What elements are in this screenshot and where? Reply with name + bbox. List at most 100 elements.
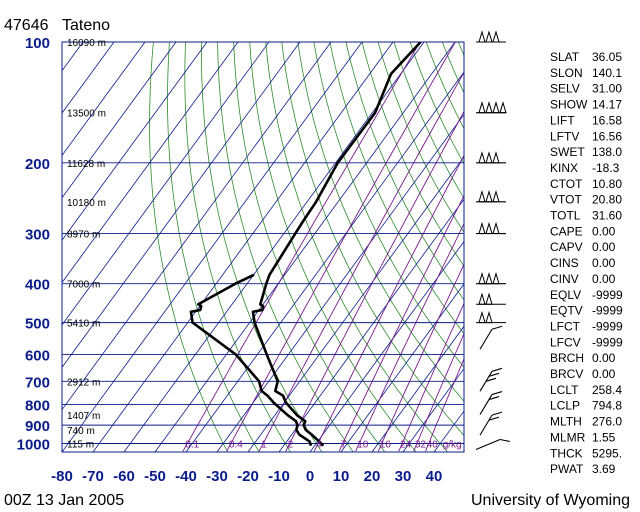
isotherm <box>62 42 332 411</box>
wind-barb <box>476 100 507 114</box>
isotherm <box>0 42 21 452</box>
index-name: EQTV <box>550 304 583 318</box>
isotherm <box>62 42 146 157</box>
wind-barb <box>476 221 506 235</box>
height-label: 10180 m <box>67 198 106 209</box>
index-value: 0.00 <box>592 367 616 381</box>
index-name: EQLV <box>550 288 581 302</box>
pressure-tick-label: 500 <box>25 316 50 333</box>
index-name: CAPV <box>550 240 583 254</box>
isotherm <box>62 42 239 284</box>
dry-adiabat <box>377 42 464 234</box>
temperature-tick-label: -50 <box>144 468 166 485</box>
index-value: 140.1 <box>592 66 622 80</box>
temperature-tick-label: 40 <box>426 468 443 485</box>
isotherms <box>0 42 464 452</box>
wind-barb <box>479 411 503 436</box>
isotherm <box>247 156 464 452</box>
index-value: 258.4 <box>592 383 622 397</box>
isotherm <box>62 42 177 199</box>
mixing-ratio-line <box>425 357 464 452</box>
isotherm <box>371 325 464 452</box>
mixing-ratio-label: 16 <box>380 440 392 451</box>
mixing-ratio-label: g/kg <box>443 440 462 451</box>
mixing-ratio-line <box>285 110 464 452</box>
wind-barb <box>476 271 506 285</box>
mixing-ratio-line <box>258 71 464 452</box>
index-name: LIFT <box>550 113 575 127</box>
isotherm <box>340 283 464 452</box>
index-value: 0.00 <box>592 272 616 286</box>
mixing-ratio-line <box>182 42 421 452</box>
mixing-ratio-label: 7 <box>341 440 347 451</box>
wind-barb <box>479 325 503 350</box>
index-name: THCK <box>550 446 583 460</box>
height-label: 1407 m <box>67 411 100 422</box>
temperature-tick-label: 10 <box>333 468 350 485</box>
mixing-ratio-labels: 0.1 0.4 1 2 4 7 10 16 24 32 40 g/kg <box>185 440 461 451</box>
index-name: MLMR <box>550 430 586 444</box>
wind-barb <box>476 292 506 305</box>
index-name: LCLP <box>550 399 580 413</box>
height-label: 7000 m <box>67 280 100 291</box>
isotherm <box>62 42 115 114</box>
index-value: 5295. <box>592 446 622 460</box>
pressure-tick-label: 600 <box>25 347 50 364</box>
mixing-ratio-line <box>413 332 464 452</box>
mixing-ratio-lines <box>182 42 464 452</box>
temperature-tick-label: 0 <box>306 468 314 485</box>
height-label: 5410 m <box>67 319 100 330</box>
index-value: 20.80 <box>592 193 622 207</box>
mixing-ratio-label: 10 <box>357 440 369 451</box>
isotherm <box>92 42 394 452</box>
index-value: 1.55 <box>592 430 616 444</box>
index-value: 276.0 <box>592 415 622 429</box>
wind-barb <box>475 438 511 451</box>
index-name: MLTH <box>550 415 582 429</box>
temperature-tick-label: 20 <box>364 468 381 485</box>
observation-time: 00Z 13 Jan 2005 <box>4 492 124 509</box>
source-credit: University of Wyoming <box>471 492 630 509</box>
temperature-tick-label: -10 <box>268 468 290 485</box>
index-value: -9999 <box>592 319 623 333</box>
index-value: 794.8 <box>592 399 622 413</box>
isotherm <box>278 198 464 452</box>
index-value: 3.69 <box>592 462 616 476</box>
dry-adiabat <box>167 42 260 452</box>
index-value: -9999 <box>592 335 623 349</box>
index-value: -18.3 <box>592 161 620 175</box>
index-name: SHOW <box>550 98 588 112</box>
sounding-line <box>189 273 313 447</box>
mixing-ratio-line <box>313 154 464 452</box>
mixing-ratio-label: 0.1 <box>185 440 199 451</box>
index-name: SELV <box>550 82 580 96</box>
isotherm <box>402 367 464 452</box>
index-value: 16.56 <box>592 129 622 143</box>
pressure-tick-label: 300 <box>25 227 50 244</box>
index-value: 14.17 <box>592 98 622 112</box>
index-value: 31.00 <box>592 82 622 96</box>
mixing-ratio-line <box>398 302 464 452</box>
temperature-tick-label: -60 <box>113 468 135 485</box>
mixing-ratio-label: 0.4 <box>229 440 243 451</box>
dry-adiabat <box>345 42 464 301</box>
index-value: -9999 <box>592 288 623 302</box>
wind-barb <box>479 367 503 392</box>
wind-barbs <box>475 30 511 451</box>
index-value: 0.00 <box>592 256 616 270</box>
index-name: LFTV <box>550 129 579 143</box>
index-name: KINX <box>550 161 578 175</box>
mixing-ratio-label: 40 <box>427 440 439 451</box>
sounding-profiles <box>189 42 422 447</box>
isotherm <box>62 42 363 452</box>
height-label: 16090 m <box>67 38 106 49</box>
temperature-tick-label: -40 <box>175 468 197 485</box>
mixing-ratio-line <box>377 263 464 452</box>
temperature-tick-label: -30 <box>206 468 228 485</box>
wind-barb <box>479 391 503 415</box>
index-name: CAPE <box>550 224 583 238</box>
temperature-tick-label: -70 <box>82 468 104 485</box>
dry-adiabat <box>217 42 354 452</box>
isotherm <box>62 42 270 326</box>
